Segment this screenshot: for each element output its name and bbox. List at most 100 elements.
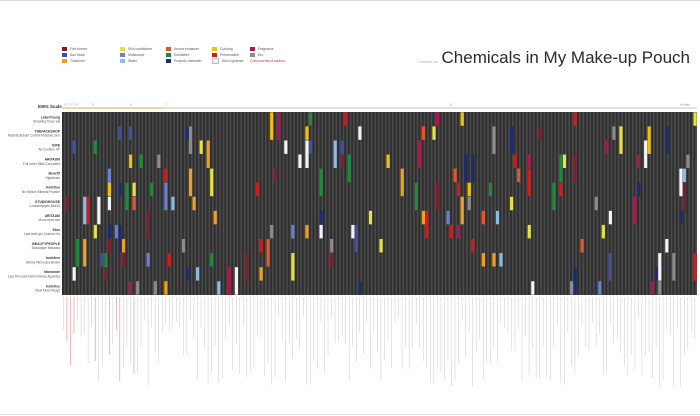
heatmap-column-stripe [123, 112, 126, 295]
heatmap-cell [418, 140, 422, 169]
heatmap-column-stripe [346, 112, 348, 295]
heatmap-cell [644, 140, 648, 169]
heatmap-cell [570, 281, 574, 295]
legend-item: Sun block [62, 52, 85, 57]
heatmap-cell [358, 126, 362, 140]
heatmap-cell [421, 126, 426, 140]
heatmap-cell [686, 154, 690, 169]
heatmap-cell [658, 281, 662, 295]
heatmap-column-stripe [402, 112, 405, 295]
heatmap-column-stripe [550, 112, 553, 295]
heatmap-cell [421, 210, 426, 225]
legend-item: Components of caution [250, 58, 285, 63]
heatmap-column-stripe [575, 112, 578, 295]
heatmap-column-stripe [247, 112, 249, 295]
heatmap-column-stripe [180, 112, 182, 295]
heatmap-cell [104, 267, 108, 281]
heatmap-cell [298, 154, 302, 169]
heatmap-column-stripe [303, 112, 306, 295]
heatmap-cell [608, 210, 612, 225]
heatmap-column-stripe [317, 112, 320, 295]
heatmap-column-stripe [631, 112, 634, 295]
legend-swatch [62, 46, 67, 51]
heatmap-column-stripe [529, 112, 532, 295]
heatmap-column-stripe [607, 112, 609, 295]
legend-swatch [166, 58, 171, 63]
heatmap-cell [637, 182, 641, 197]
heatmap-cell [330, 253, 334, 267]
heatmap-cell [167, 253, 172, 267]
heatmap-column-stripe [430, 112, 433, 295]
heatmap-column-stripe [688, 112, 690, 295]
heatmap-column-stripe [145, 112, 147, 295]
heatmap-column-stripe [646, 112, 648, 295]
legend-label: Components of caution [250, 58, 285, 63]
heatmap-cell [114, 224, 119, 239]
legend-swatch [166, 46, 171, 51]
heatmap-cell [270, 112, 274, 140]
heatmap-cell [150, 182, 154, 197]
legend-label: Fragrance [258, 46, 274, 51]
heatmap-cell [527, 168, 531, 197]
row-product-label: Bodologue Mascara [32, 246, 61, 250]
heatmap-cell [72, 140, 76, 154]
row-product-label: Lookatmyeyes 8A404 [29, 204, 60, 208]
heatmap-cell [107, 196, 112, 211]
heatmap-column-stripe [130, 112, 133, 295]
legend-swatch [120, 58, 125, 63]
heatmap-cell [129, 154, 133, 169]
ews-tick-label: 6 [130, 103, 132, 107]
heatmap-cell [210, 253, 214, 267]
heatmap-cell [107, 168, 112, 197]
row-brand-label: ARITAUM [45, 214, 61, 218]
row-brand-label: Etos [53, 228, 60, 232]
heatmap-column-stripe [399, 112, 401, 295]
ews-tick-label: 4 [76, 103, 78, 107]
heatmap-column-stripe [642, 112, 645, 295]
heatmap-cell [227, 267, 231, 295]
heatmap-column-stripe [466, 112, 468, 295]
ews-tick-label: 3 [73, 103, 75, 107]
heatmap-column-stripe [624, 112, 627, 295]
heatmap-column-stripe [561, 112, 563, 295]
heatmap-cell [598, 281, 602, 295]
heatmap-column-stripe [332, 112, 334, 295]
heatmap-column-stripe [370, 112, 373, 295]
legend-label: Property controller [174, 58, 202, 63]
heatmap-cell [93, 224, 97, 239]
heatmap-cell [132, 182, 136, 197]
heatmap-cell [471, 238, 475, 253]
heatmap-column-stripe [240, 112, 242, 295]
heatmap-column-stripe [501, 112, 503, 295]
row-brand-label: ARITAUM [45, 158, 61, 162]
legend-label: Coloring [220, 46, 233, 51]
heatmap-cell [118, 224, 122, 253]
heatmap-cell [358, 281, 362, 295]
legend-swatch [250, 52, 255, 57]
legend-item: Aroma enhancer [166, 46, 199, 51]
heatmap-cell [414, 182, 418, 211]
legend-swatch [166, 52, 171, 57]
heatmap-cell [259, 267, 263, 281]
heatmap-cell [651, 281, 655, 295]
heatmap-column-stripe [159, 112, 161, 295]
title-block: Column ca Chemicals in My Make-up Pouch [418, 48, 690, 68]
heatmap-column-stripe [670, 112, 673, 295]
heatmap-cell [510, 126, 514, 140]
heatmap-cell [107, 238, 112, 253]
legend-swatch [250, 46, 255, 51]
heatmap-cell [121, 238, 126, 253]
heatmap-cell [633, 196, 637, 225]
legend-label: Aroma enhancer [174, 46, 200, 51]
heatmap-cell [199, 140, 203, 154]
heatmap-column-stripe [95, 112, 98, 295]
heatmap-cell [386, 154, 390, 169]
heatmap-cell [594, 196, 598, 211]
heatmap-column-stripe [508, 112, 511, 295]
heatmap-column-stripe [674, 112, 676, 295]
heatmap-column-stripe [656, 112, 659, 295]
heatmap-cell [665, 126, 669, 154]
heatmap-column-stripe [451, 112, 454, 295]
heatmap-cell [164, 281, 168, 295]
heatmap-cell [432, 126, 436, 140]
